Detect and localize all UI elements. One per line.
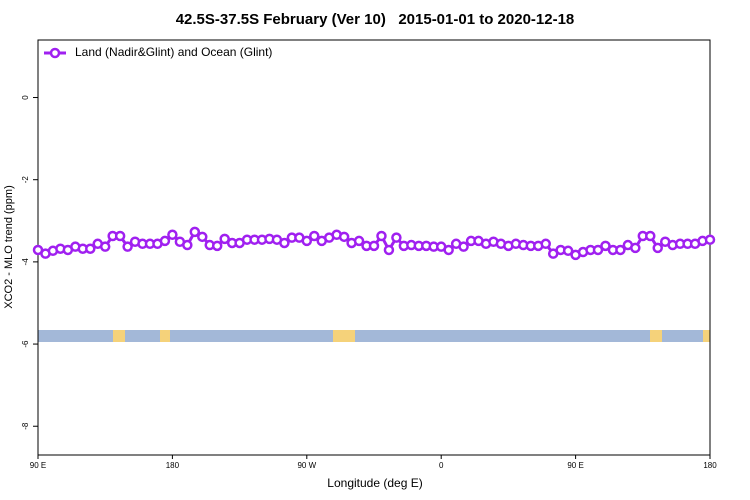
data-point [353,235,365,247]
data-point [391,232,402,243]
data-point [85,243,96,254]
data-point [279,237,290,249]
data-point [301,235,313,247]
land-patch [160,330,170,342]
data-point [458,241,469,252]
data-point [704,234,716,245]
x-tick-label: 0 [439,461,444,470]
data-point [443,244,454,256]
land-patch [333,330,355,342]
data-point [630,242,641,254]
x-tick-label: 90 W [297,461,316,470]
data-point [368,240,380,252]
data-point [338,231,350,243]
x-tick-label: 90 E [30,461,46,470]
data-point [376,230,387,242]
land-patch [113,330,125,342]
data-point [562,245,574,257]
data-point [211,240,223,252]
data-point [615,244,626,256]
data-point [197,231,208,243]
y-axis-label: XCO2 - MLO trend (ppm) [3,185,15,308]
x-tick-label: 180 [703,461,717,470]
data-point [159,235,171,247]
y-tick-label: -8 [21,422,30,430]
data-point [540,238,551,250]
data-point [645,230,656,242]
land-patch [650,330,662,342]
y-tick-label: -2 [21,176,30,184]
x-tick-label: 180 [166,461,180,470]
legend-marker [49,47,61,59]
data-point [219,233,230,245]
data-point [592,244,604,256]
land-patch [703,330,710,342]
chart-title: 42.5S-37.5S February (Ver 10) 2015-01-01… [176,11,575,28]
data-point [182,239,193,251]
y-tick-label: 0 [21,95,30,100]
y-tick-label: -6 [21,340,30,348]
surface-strip [38,330,710,342]
ocean-band [38,330,710,342]
data-point [600,240,611,252]
data-point [383,244,395,256]
data-point [189,226,201,238]
x-tick-label: 90 E [567,461,583,470]
data-point [122,241,133,252]
x-axis-label: Longitude (deg E) [327,476,422,490]
data-point [309,230,320,242]
data-point [99,241,111,252]
data-point [652,242,663,254]
y-tick-label: -4 [21,258,30,266]
legend-label: Land (Nadir&Glint) and Ocean (Glint) [75,45,272,59]
data-point [114,230,126,242]
data-point [167,229,178,241]
